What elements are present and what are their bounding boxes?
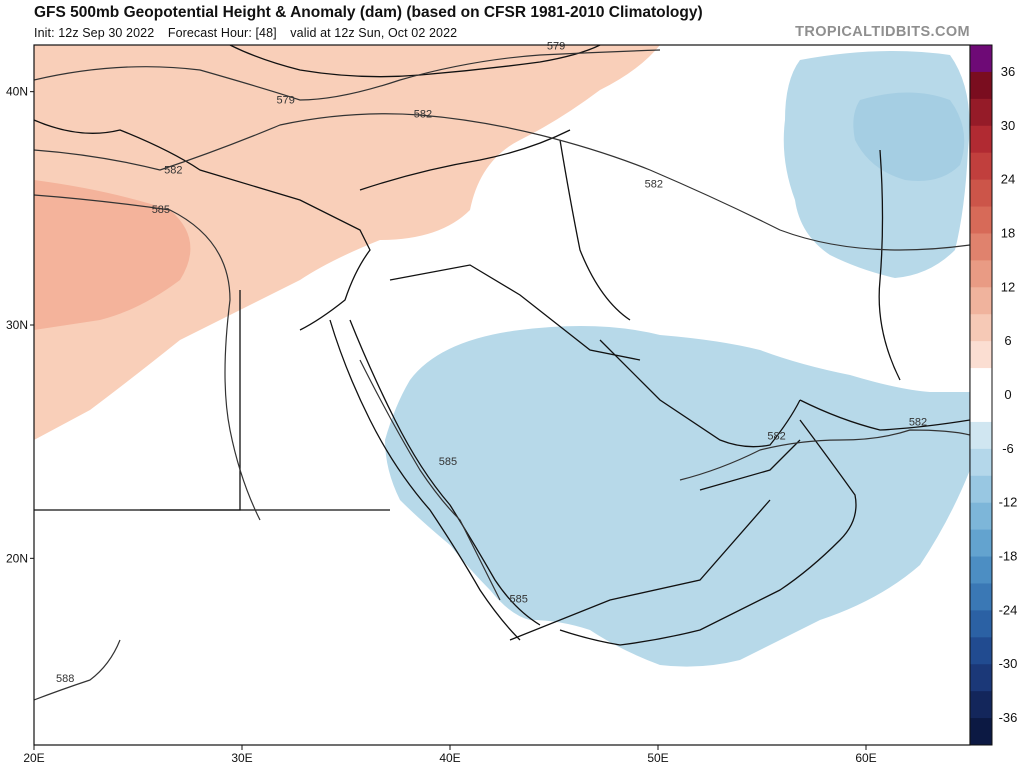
height-contours <box>34 49 970 701</box>
colorbar-label: -30 <box>999 656 1018 671</box>
colorbar-segment <box>970 475 992 504</box>
lon-tick-label: 60E <box>855 751 876 765</box>
coastline-arabian-sea <box>559 419 857 646</box>
contour-label: 582 <box>645 178 663 190</box>
contour-label: 579 <box>547 41 565 53</box>
colorbar-segment <box>970 502 992 531</box>
colorbar-segment <box>970 664 992 692</box>
colorbar-segment <box>970 718 992 746</box>
colorbar-segment <box>970 152 992 181</box>
colorbar-label: -24 <box>999 602 1018 617</box>
border-turkey-south <box>359 129 571 191</box>
contour-label: 582 <box>767 430 785 442</box>
colorbar-label: -36 <box>999 710 1018 725</box>
init-time: Init: 12z Sep 30 2022 <box>34 26 155 40</box>
contour-585-arabia <box>359 359 501 601</box>
contour-label: 585 <box>439 456 457 468</box>
forecast-hour: Forecast Hour: [48] <box>167 26 277 40</box>
colorbar-label: 18 <box>1001 225 1015 240</box>
colorbar-label: 36 <box>1001 64 1015 79</box>
colorbar-segment <box>970 206 992 234</box>
contour-label-layer: 579 579 582 582 582 585 585 582 582 585 588 <box>56 41 927 685</box>
positive-anomaly-core <box>34 180 191 330</box>
colorbar-segment <box>970 691 992 719</box>
colorbar-segment <box>970 529 992 558</box>
positive-anomaly-region <box>34 45 660 440</box>
lon-tick-label: 20E <box>23 751 44 765</box>
colorbar-segment <box>970 610 992 638</box>
coastline-persian-gulf <box>599 339 801 448</box>
colorbar-label: 12 <box>1001 279 1015 294</box>
lat-tick-label: 30N <box>6 318 28 332</box>
coastline-red-sea-west <box>329 319 521 641</box>
contour-label: 585 <box>509 594 527 606</box>
lat-tick-label: 40N <box>6 85 28 99</box>
contour-585-north <box>34 194 261 521</box>
contour-588 <box>34 639 121 701</box>
colorbar-segment <box>970 556 992 584</box>
contour-label: 585 <box>152 204 170 216</box>
contour-label: 579 <box>277 94 295 106</box>
border-saudi-north <box>389 264 641 361</box>
colorbar-segment <box>970 421 992 450</box>
colorbar-label: 6 <box>1004 333 1011 348</box>
colorbar-segment <box>970 341 992 369</box>
lat-tick-label: 20N <box>6 551 28 565</box>
colorbar-segment <box>970 233 992 261</box>
colorbar-label: 30 <box>1001 118 1015 133</box>
lon-tick-label: 30E <box>231 751 252 765</box>
colorbar-segment <box>970 125 992 154</box>
coastline-red-sea-east <box>349 319 541 626</box>
colorbar-segment <box>970 179 992 208</box>
lon-tick-label: 50E <box>647 751 668 765</box>
valid-time: valid at 12z Sun, Oct 02 2022 <box>290 26 458 40</box>
colorbar-segment <box>970 260 992 288</box>
contour-582 <box>34 113 970 251</box>
border-iran-afghanistan <box>878 149 901 381</box>
contour-582-arabia <box>679 429 970 481</box>
brand-watermark: TROPICALTIDBITS.COM <box>795 24 970 40</box>
contour-label: 582 <box>909 416 927 428</box>
chart-title: GFS 500mb Geopotential Height & Anomaly … <box>34 4 703 21</box>
border-oman <box>699 439 801 491</box>
lon-tick-label: 40E <box>439 751 460 765</box>
colorbar-segment <box>970 395 992 423</box>
colorbar-label: -12 <box>999 495 1018 510</box>
colorbar-label: -6 <box>1002 441 1014 456</box>
colorbar-label: -18 <box>999 549 1018 564</box>
contour-label: 582 <box>164 164 182 176</box>
colorbar-segment <box>970 583 992 611</box>
colorbar-segment <box>970 98 992 127</box>
colorbar-segment <box>970 314 992 342</box>
colorbar-label: 24 <box>1001 172 1015 187</box>
political-borders <box>34 45 970 646</box>
border-iraq-iran <box>559 139 631 321</box>
colorbar-label: 0 <box>1004 387 1011 402</box>
contour-label: 582 <box>414 108 432 120</box>
colorbar-segment <box>970 287 992 315</box>
colorbar-frame <box>969 44 993 746</box>
colorbar-segment <box>970 45 992 73</box>
colorbar-segment <box>970 448 992 477</box>
colorbar: 36 30 24 18 12 6 0 -6 -12 -18 -24 -30 -36 <box>969 44 1018 746</box>
border-saudi-yemen <box>509 499 771 641</box>
coastline-mediterranean <box>34 119 371 331</box>
axis-ticks: 20E 30E 40E 50E 60E 40N 30N 20N <box>6 85 877 765</box>
colorbar-segment <box>970 637 992 665</box>
contour-579 <box>34 49 661 101</box>
run-info: Init: 12z Sep 30 2022 Forecast Hour: [48… <box>34 26 467 40</box>
colorbar-segment <box>970 71 992 100</box>
colorbar-segment <box>970 368 992 396</box>
coastline-iran <box>799 399 970 431</box>
contour-label: 588 <box>56 673 74 685</box>
